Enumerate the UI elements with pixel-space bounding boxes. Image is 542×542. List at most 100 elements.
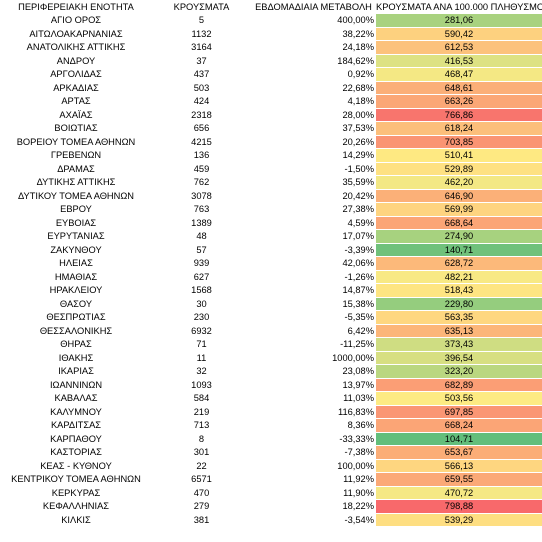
cell-weekly-change[interactable]: 18,22% xyxy=(342,501,374,511)
header-weekly-change[interactable]: ΕΒΔΟΜΑΔΙΑΙΑ ΜΕΤΑΒΟΛΗ xyxy=(255,2,372,12)
cell-region[interactable]: ΘΕΣΣΑΛΟΝΙΚΗΣ xyxy=(39,325,113,336)
cell-weekly-change[interactable]: 4,59% xyxy=(347,217,374,228)
cell-region[interactable]: ΔΥΤΙΚΗΣ ΑΤΤΙΚΗΣ xyxy=(36,177,116,187)
cell-cases[interactable]: 301 xyxy=(193,447,210,457)
cell-cases-per-100k[interactable]: 563,35 xyxy=(376,311,542,325)
cell-region[interactable]: ΒΟΡΕΙΟΥ ΤΟΜΕΑ ΑΘΗΝΩΝ xyxy=(16,136,136,147)
cell-cases[interactable]: 6571 xyxy=(191,474,212,484)
cell-cases-per-100k[interactable]: 697,85 xyxy=(376,405,542,419)
cell-cases-per-100k[interactable]: 281,06 xyxy=(376,14,542,28)
cell-cases-per-100k[interactable]: 798,88 xyxy=(376,500,542,514)
header-cases-per-100k[interactable]: ΚΡΟΥΣΜΑΤΑ ΑΝΑ 100.000 ΠΛΗΘΥΣΜΟ xyxy=(376,0,542,14)
cell-cases-per-100k[interactable]: 766,86 xyxy=(376,108,542,122)
cell-cases-per-100k[interactable]: 635,13 xyxy=(376,324,542,338)
cell-cases-per-100k[interactable]: 569,99 xyxy=(376,203,542,217)
cell-cases-per-100k[interactable]: 482,21 xyxy=(376,270,542,284)
cell-cases[interactable]: 627 xyxy=(193,271,210,282)
cell-weekly-change[interactable]: 1000,00% xyxy=(332,352,374,363)
cell-cases-per-100k[interactable]: 229,80 xyxy=(376,297,542,311)
cell-cases[interactable]: 1389 xyxy=(191,217,212,228)
cell-cases[interactable]: 219 xyxy=(193,406,210,417)
cell-cases-per-100k[interactable]: 503,56 xyxy=(376,392,542,406)
cell-cases[interactable]: 939 xyxy=(193,258,210,268)
cell-weekly-change[interactable]: 35,59% xyxy=(342,177,374,187)
cell-cases-per-100k[interactable]: 648,61 xyxy=(376,81,542,95)
cell-weekly-change[interactable]: 14,87% xyxy=(342,285,374,295)
cell-cases-per-100k[interactable]: 668,64 xyxy=(376,216,542,230)
cell-cases[interactable]: 3164 xyxy=(191,42,212,52)
cell-cases-per-100k[interactable]: 416,53 xyxy=(376,54,542,68)
cell-cases[interactable]: 1132 xyxy=(191,28,212,39)
cell-weekly-change[interactable]: -5,35% xyxy=(344,312,374,322)
cell-cases-per-100k[interactable]: 396,54 xyxy=(376,351,542,365)
cell-region[interactable]: ΚΑΛΥΜΝΟΥ xyxy=(50,406,102,417)
cell-cases[interactable]: 470 xyxy=(193,487,210,498)
cell-cases-per-100k[interactable]: 140,71 xyxy=(376,243,542,257)
cell-cases-per-100k[interactable]: 323,20 xyxy=(376,365,542,379)
cell-region[interactable]: ΚΙΛΚΙΣ xyxy=(61,514,91,525)
cell-weekly-change[interactable]: 42,06% xyxy=(342,258,374,268)
cell-weekly-change[interactable]: 27,38% xyxy=(342,204,374,214)
cell-weekly-change[interactable]: 11,92% xyxy=(343,474,374,484)
cell-region[interactable]: ΚΑΣΤΟΡΙΑΣ xyxy=(50,447,102,457)
cell-cases[interactable]: 503 xyxy=(193,82,210,93)
cell-cases-per-100k[interactable]: 470,72 xyxy=(376,486,542,500)
cell-cases[interactable]: 279 xyxy=(193,501,210,511)
cell-region[interactable]: ΚΑΡΔΙΤΣΑΣ xyxy=(50,420,102,430)
cell-region[interactable]: ΘΗΡΑΣ xyxy=(60,339,92,349)
cell-cases[interactable]: 48 xyxy=(196,231,207,241)
cell-cases[interactable]: 763 xyxy=(193,204,210,214)
cell-weekly-change[interactable]: -33,33% xyxy=(339,433,374,444)
cell-cases[interactable]: 762 xyxy=(193,177,210,187)
cell-region[interactable]: ΑΧΑΪΑΣ xyxy=(59,109,93,120)
cell-region[interactable]: ΚΑΡΠΑΘΟΥ xyxy=(50,433,102,444)
cell-weekly-change[interactable]: 22,68% xyxy=(342,82,374,93)
cell-cases-per-100k[interactable]: 104,71 xyxy=(376,432,542,446)
cell-region[interactable]: ΚΕΝΤΡΙΚΟΥ ΤΟΜΕΑ ΑΘΗΝΩΝ xyxy=(11,474,141,484)
cell-region[interactable]: ΖΑΚΥΝΘΟΥ xyxy=(50,244,102,255)
cell-weekly-change[interactable]: 4,18% xyxy=(347,96,374,106)
cell-cases[interactable]: 6932 xyxy=(191,325,212,336)
cell-region[interactable]: ΙΩΑΝΝΙΝΩΝ xyxy=(49,379,103,390)
cell-region[interactable]: ΑΓΙΟ ΟΡΟΣ xyxy=(50,15,102,25)
cell-region[interactable]: ΘΑΣΟΥ xyxy=(59,298,93,309)
cell-region[interactable]: ΔΡΑΜΑΣ xyxy=(57,163,95,174)
cell-weekly-change[interactable]: -7,38% xyxy=(344,447,374,457)
cell-region[interactable]: ΑΡΤΑΣ xyxy=(61,96,91,106)
cell-cases-per-100k[interactable]: 518,43 xyxy=(376,284,542,298)
cell-cases[interactable]: 713 xyxy=(193,420,210,430)
cell-weekly-change[interactable]: 17,07% xyxy=(342,231,374,241)
cell-weekly-change[interactable]: 11,03% xyxy=(343,393,374,403)
cell-weekly-change[interactable]: 13,97% xyxy=(342,379,374,390)
cell-region[interactable]: ΕΒΡΟΥ xyxy=(60,204,92,214)
cell-cases-per-100k[interactable]: 612,53 xyxy=(376,41,542,55)
cell-cases[interactable]: 4215 xyxy=(191,136,212,147)
cell-cases[interactable]: 32 xyxy=(196,366,207,376)
cell-cases[interactable]: 437 xyxy=(193,69,210,79)
cell-cases[interactable]: 1568 xyxy=(191,285,212,295)
cell-cases-per-100k[interactable]: 510,41 xyxy=(376,149,542,163)
cell-region[interactable]: ΚΕΑΣ - ΚΥΘΝΟΥ xyxy=(40,460,112,471)
cell-cases[interactable]: 8 xyxy=(198,433,205,444)
cell-cases-per-100k[interactable]: 590,42 xyxy=(376,27,542,41)
cell-weekly-change[interactable]: 100,00% xyxy=(337,460,374,471)
cell-cases[interactable]: 22 xyxy=(196,460,207,471)
cell-cases-per-100k[interactable]: 373,43 xyxy=(376,338,542,352)
cell-cases[interactable]: 2318 xyxy=(191,109,212,120)
cell-region[interactable]: ΑΡΚΑΔΙΑΣ xyxy=(53,82,99,93)
cell-region[interactable]: ΚΕΦΑΛΛΗΝΙΑΣ xyxy=(42,501,110,511)
cell-cases[interactable]: 37 xyxy=(196,55,207,66)
cell-weekly-change[interactable]: 8,36% xyxy=(347,420,374,430)
cell-weekly-change[interactable]: -1,50% xyxy=(344,163,374,174)
cell-weekly-change[interactable]: 37,53% xyxy=(342,123,374,133)
cell-region[interactable]: ΗΡΑΚΛΕΙΟΥ xyxy=(49,285,103,295)
cell-cases[interactable]: 136 xyxy=(193,150,210,160)
header-cases[interactable]: ΚΡΟΥΣΜΑΤΑ xyxy=(173,2,230,12)
cell-weekly-change[interactable]: 184,62% xyxy=(337,55,374,66)
cell-region[interactable]: ΑΡΓΟΛΙΔΑΣ xyxy=(50,69,102,79)
cell-weekly-change[interactable]: 20,26% xyxy=(342,136,374,147)
cell-cases-per-100k[interactable]: 628,72 xyxy=(376,257,542,271)
cell-cases-per-100k[interactable]: 566,13 xyxy=(376,459,542,473)
cell-cases-per-100k[interactable]: 646,90 xyxy=(376,189,542,203)
cell-weekly-change[interactable]: 23,08% xyxy=(342,366,374,376)
